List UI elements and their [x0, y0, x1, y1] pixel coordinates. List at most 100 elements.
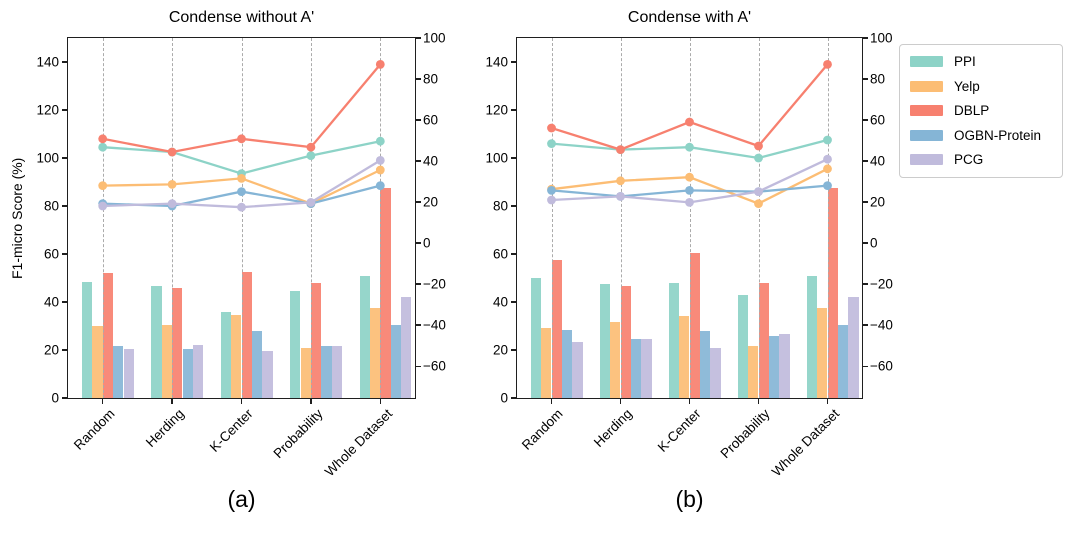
x-axis-tick — [826, 399, 829, 404]
marker-pcg — [754, 187, 763, 197]
bar-dblp — [102, 273, 114, 398]
left-axis-tick — [511, 109, 516, 111]
line-series-layer — [98, 60, 385, 212]
marker-dblp — [306, 142, 316, 152]
right-axis-tick — [863, 160, 868, 162]
marker-yelp — [98, 181, 108, 191]
marker-dblp — [98, 134, 108, 144]
bar-dblp — [241, 272, 252, 398]
left-axis-tick-label: 80 — [492, 198, 508, 214]
right-axis-tick — [416, 160, 421, 162]
left-axis-tick-label: 60 — [492, 246, 508, 262]
bar-dblp — [310, 282, 322, 398]
left-axis-tick — [62, 253, 67, 255]
left-axis-tick — [62, 61, 67, 63]
marker-ppi — [547, 139, 556, 148]
bar-dblp — [620, 286, 631, 398]
legend-label: DBLP — [954, 103, 990, 118]
left-axis-tick-label: 0 — [51, 390, 59, 406]
gridline — [380, 38, 382, 398]
bar-dblp — [380, 188, 391, 398]
bar-ppi — [599, 284, 611, 398]
left-axis-tick — [511, 205, 516, 207]
bar-ogbn-protein — [182, 348, 193, 398]
x-tick-label: Whole Dataset — [768, 406, 843, 480]
marker-dblp — [754, 141, 763, 151]
gridline — [758, 38, 760, 398]
left-axis-tick — [511, 61, 516, 63]
left-axis-tick — [511, 253, 516, 255]
legend-item: OGBN-Protein — [910, 127, 1052, 143]
gridline — [620, 38, 622, 398]
bar-yelp — [300, 347, 311, 398]
left-axis-tick — [511, 157, 516, 159]
line-dblp — [551, 63, 829, 151]
bar-yelp — [679, 316, 690, 398]
bar-ogbn-protein — [561, 329, 573, 398]
right-axis-tick-label: −60 — [870, 358, 893, 374]
bar-pcg — [262, 351, 273, 398]
bar-yelp — [92, 326, 103, 398]
right-axis-tick-label: 60 — [870, 112, 886, 128]
marker-yelp — [823, 164, 832, 174]
subplot-a-caption: (a) — [227, 486, 256, 512]
right-axis-tick — [863, 78, 868, 80]
bar-ogbn-protein — [768, 335, 780, 398]
right-axis-tick — [416, 242, 421, 244]
marker-yelp — [616, 176, 625, 186]
legend-item: DBLP — [910, 104, 1052, 118]
bar-ppi — [290, 291, 301, 398]
legend-label: Yelp — [954, 78, 980, 94]
bar-ppi — [359, 275, 370, 398]
right-axis-tick-label: 0 — [423, 235, 431, 251]
right-axis-tick-label: −40 — [423, 317, 446, 333]
marker-pcg — [375, 156, 385, 165]
right-axis-tick — [863, 283, 868, 285]
marker-dblp — [616, 145, 625, 154]
right-axis-tick — [416, 37, 421, 39]
bar-pcg — [192, 345, 204, 398]
marker-yelp — [375, 165, 385, 175]
x-tick-label: Probability — [270, 406, 326, 462]
marker-dblp — [823, 60, 832, 69]
legend-label: OGBN-Protein — [954, 127, 1042, 143]
left-axis-tick — [511, 349, 516, 351]
marker-ppi — [823, 135, 832, 145]
left-axis-tick-label: 0 — [500, 390, 508, 406]
bar-yelp — [817, 308, 828, 398]
x-axis-tick — [688, 399, 691, 404]
x-axis-tick — [550, 399, 553, 404]
bar-dblp — [827, 188, 838, 398]
bar-ogbn-protein — [837, 324, 849, 398]
left-axis-tick — [62, 349, 67, 351]
marker-ppi — [685, 142, 694, 152]
right-axis-tick-label: 100 — [423, 30, 446, 46]
bar-yelp — [748, 346, 759, 398]
right-axis-tick-label: 40 — [423, 153, 439, 169]
marker-pcg — [237, 202, 246, 212]
left-axis-tick — [62, 397, 67, 399]
gridline — [241, 38, 243, 398]
left-axis-tick-label: 120 — [485, 102, 508, 118]
gridline — [689, 38, 691, 398]
gridline — [551, 38, 553, 398]
right-axis-tick — [416, 119, 421, 121]
gridline — [172, 38, 174, 398]
bar-dblp — [551, 260, 562, 398]
right-axis-tick — [416, 201, 421, 203]
bar-yelp — [161, 324, 173, 398]
marker-ppi — [375, 136, 385, 146]
left-axis-tick — [511, 397, 516, 399]
legend-item: PCG — [910, 153, 1052, 167]
x-axis-tick — [757, 399, 760, 404]
right-axis-tick — [863, 201, 868, 203]
right-axis-tick-label: 80 — [870, 71, 886, 87]
legend-label: PCG — [954, 152, 984, 167]
marker-ppi — [754, 153, 763, 163]
marker-ogbn-protein — [237, 187, 246, 197]
bar-yelp — [231, 315, 242, 398]
bar-pcg — [123, 348, 134, 398]
bar-pcg — [331, 346, 343, 398]
marker-pcg — [167, 199, 177, 209]
subplot-a-title: Condense without A' — [168, 9, 315, 26]
